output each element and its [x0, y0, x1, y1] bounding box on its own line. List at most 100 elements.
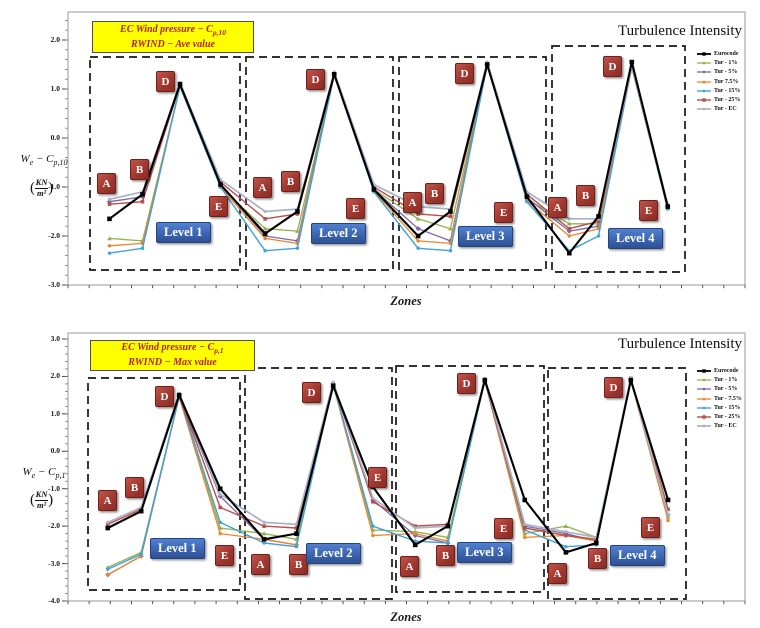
- plot-frame: [67, 332, 746, 602]
- marker: [523, 535, 527, 540]
- corner-label-turbulence-intensity: Turbulence Intensity: [617, 23, 742, 39]
- marker: [370, 484, 376, 490]
- marker: [628, 377, 634, 383]
- marker: [218, 182, 223, 187]
- chart-title-line2: RWIND − Max value: [128, 357, 217, 369]
- marker: [218, 520, 222, 525]
- chart-title-line1: EC Wind pressure − Cp,10: [120, 23, 226, 37]
- marker: [564, 545, 568, 549]
- marker: [564, 530, 568, 534]
- series-line-Eurocode: [108, 60, 669, 255]
- marker: [218, 492, 222, 496]
- y-axis-unit-cp10: ( KN m² ): [30, 177, 54, 198]
- marker: [262, 524, 266, 528]
- level-group-box: [551, 45, 686, 273]
- marker: [261, 531, 267, 536]
- chart-title-line2: RWIND − Ave value: [131, 38, 215, 50]
- marker: [596, 214, 601, 219]
- marker: [263, 217, 267, 221]
- marker: [294, 531, 299, 536]
- marker: [522, 497, 528, 503]
- marker: [567, 234, 571, 238]
- series-line-Tur - 7.5%: [107, 379, 669, 576]
- marker: [105, 525, 111, 531]
- marker: [523, 522, 527, 526]
- marker: [140, 246, 145, 250]
- marker: [416, 246, 420, 250]
- marker: [106, 573, 110, 577]
- marker: [295, 228, 300, 233]
- marker: [524, 194, 530, 200]
- marker: [413, 531, 417, 536]
- marker: [107, 236, 112, 241]
- corner-label-turbulence-intensity: Turbulence Intensity: [617, 336, 742, 352]
- marker: [412, 542, 418, 548]
- marker: [107, 202, 112, 206]
- marker: [106, 567, 110, 571]
- marker: [594, 540, 599, 546]
- chart-title-box-cp1: EC Wind pressure − Cp,1 RWIND − Max valu…: [90, 340, 255, 371]
- marker: [416, 212, 420, 216]
- marker: [371, 500, 375, 504]
- marker: [415, 216, 421, 221]
- marker: [564, 533, 568, 538]
- level-group-box: [244, 367, 393, 600]
- marker: [415, 226, 421, 232]
- marker: [217, 486, 223, 492]
- marker: [107, 251, 112, 255]
- y-axis-title-cp1: We − Cp,1: [22, 466, 66, 481]
- level-group-box: [398, 56, 547, 271]
- marker: [629, 59, 635, 65]
- marker: [295, 212, 300, 216]
- marker: [176, 392, 182, 398]
- marker: [416, 239, 420, 243]
- marker: [218, 505, 223, 510]
- y-axis-unit-cp1: ( KN m² ): [30, 489, 54, 510]
- series-line-Tur - 15%: [107, 378, 669, 570]
- marker: [566, 221, 572, 226]
- marker: [665, 204, 671, 209]
- marker: [484, 62, 490, 67]
- marker: [261, 536, 267, 542]
- marker: [263, 209, 267, 214]
- marker: [295, 246, 300, 250]
- marker: [567, 217, 571, 221]
- marker: [566, 250, 572, 256]
- marker: [446, 541, 450, 545]
- marker: [448, 214, 453, 219]
- series-line-Eurocode: [107, 379, 670, 554]
- x-axis-title-bottom: Zones: [390, 610, 422, 624]
- marker: [522, 526, 527, 530]
- marker: [445, 523, 451, 529]
- marker: [330, 383, 336, 389]
- x-axis-title-top: Zones: [390, 294, 422, 308]
- marker: [140, 199, 145, 204]
- marker: [263, 249, 267, 253]
- level-group-box: [395, 365, 545, 593]
- marker: [262, 541, 266, 545]
- series-line-Tur - 1%: [109, 64, 669, 242]
- marker: [139, 552, 143, 556]
- marker: [525, 200, 529, 204]
- marker: [263, 236, 267, 241]
- series-line-Tur - 25%: [107, 377, 669, 540]
- marker: [177, 81, 183, 87]
- marker: [413, 539, 417, 543]
- marker: [666, 513, 670, 517]
- y-axis-title-cp10: We − Cp,10: [20, 153, 68, 168]
- marker: [665, 497, 671, 503]
- marker: [413, 524, 418, 528]
- marker: [294, 522, 299, 526]
- series-line-Tur - 5%: [109, 63, 669, 242]
- marker: [448, 209, 453, 214]
- marker: [666, 507, 670, 512]
- marker: [138, 508, 144, 514]
- marker: [482, 377, 488, 383]
- marker: [262, 226, 268, 231]
- marker: [413, 526, 417, 530]
- marker: [262, 520, 266, 525]
- marker: [596, 234, 601, 238]
- marker: [371, 533, 375, 538]
- marker: [567, 226, 572, 231]
